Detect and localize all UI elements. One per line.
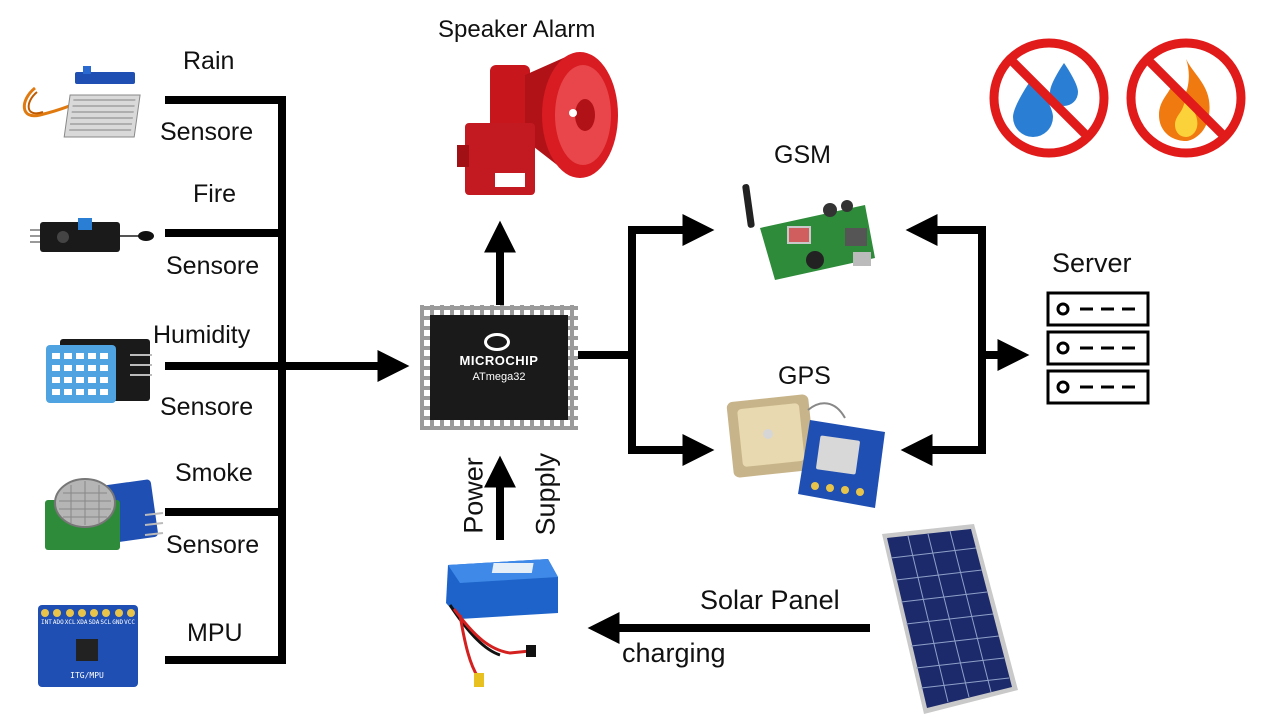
rain-label: Rain xyxy=(183,47,235,75)
speaker-alarm-image xyxy=(457,52,618,195)
supply-label: Supply xyxy=(530,452,561,536)
mpu-pin-row xyxy=(41,609,135,617)
no-water-icon xyxy=(989,38,1109,158)
battery-image xyxy=(446,559,558,687)
smoke-type-label: Sensore xyxy=(166,531,260,559)
humidity-type-label: Sensore xyxy=(160,393,254,421)
gps-module-image xyxy=(726,394,885,508)
server-label: Server xyxy=(1052,248,1132,278)
server-icon xyxy=(1046,291,1150,405)
no-fire-icon xyxy=(1126,38,1246,158)
fire-label: Fire xyxy=(193,180,237,208)
solar-panel-image xyxy=(882,524,1018,714)
mpu-chip-text: ITG/MPU xyxy=(70,671,104,680)
mpu-sensor-image: INT ADO XCL XDA SDA SCL GND VCC ITG/MPU xyxy=(38,605,138,687)
gps-label: GPS xyxy=(778,362,831,390)
mcu-brand: MICROCHIP xyxy=(459,353,539,368)
charging-label: charging xyxy=(622,638,726,668)
solar-panel-label: Solar Panel xyxy=(700,585,840,615)
humidity-sensor-image xyxy=(46,339,152,403)
mcu-model: ATmega32 xyxy=(472,371,526,383)
mpu-label: MPU xyxy=(187,619,243,647)
fire-type-label: Sensore xyxy=(166,252,260,280)
mpu-chip xyxy=(76,639,98,661)
microcontroller: MICROCHIP ATmega32 xyxy=(420,305,578,430)
rain-sensor-image xyxy=(22,66,141,138)
rain-type-label: Sensore xyxy=(160,118,254,146)
speaker-alarm-label: Speaker Alarm xyxy=(438,16,596,43)
power-label: Power xyxy=(458,457,489,534)
smoke-sensor-image xyxy=(45,478,164,550)
smoke-label: Smoke xyxy=(175,459,253,487)
humidity-label: Humidity xyxy=(153,321,251,349)
mpu-pin-labels: INT ADO XCL XDA SDA SCL GND VCC xyxy=(41,619,135,626)
gsm-label: GSM xyxy=(774,141,831,169)
gsm-module-image xyxy=(742,184,875,280)
fire-sensor-image xyxy=(30,218,154,252)
microchip-logo-icon xyxy=(484,333,510,351)
